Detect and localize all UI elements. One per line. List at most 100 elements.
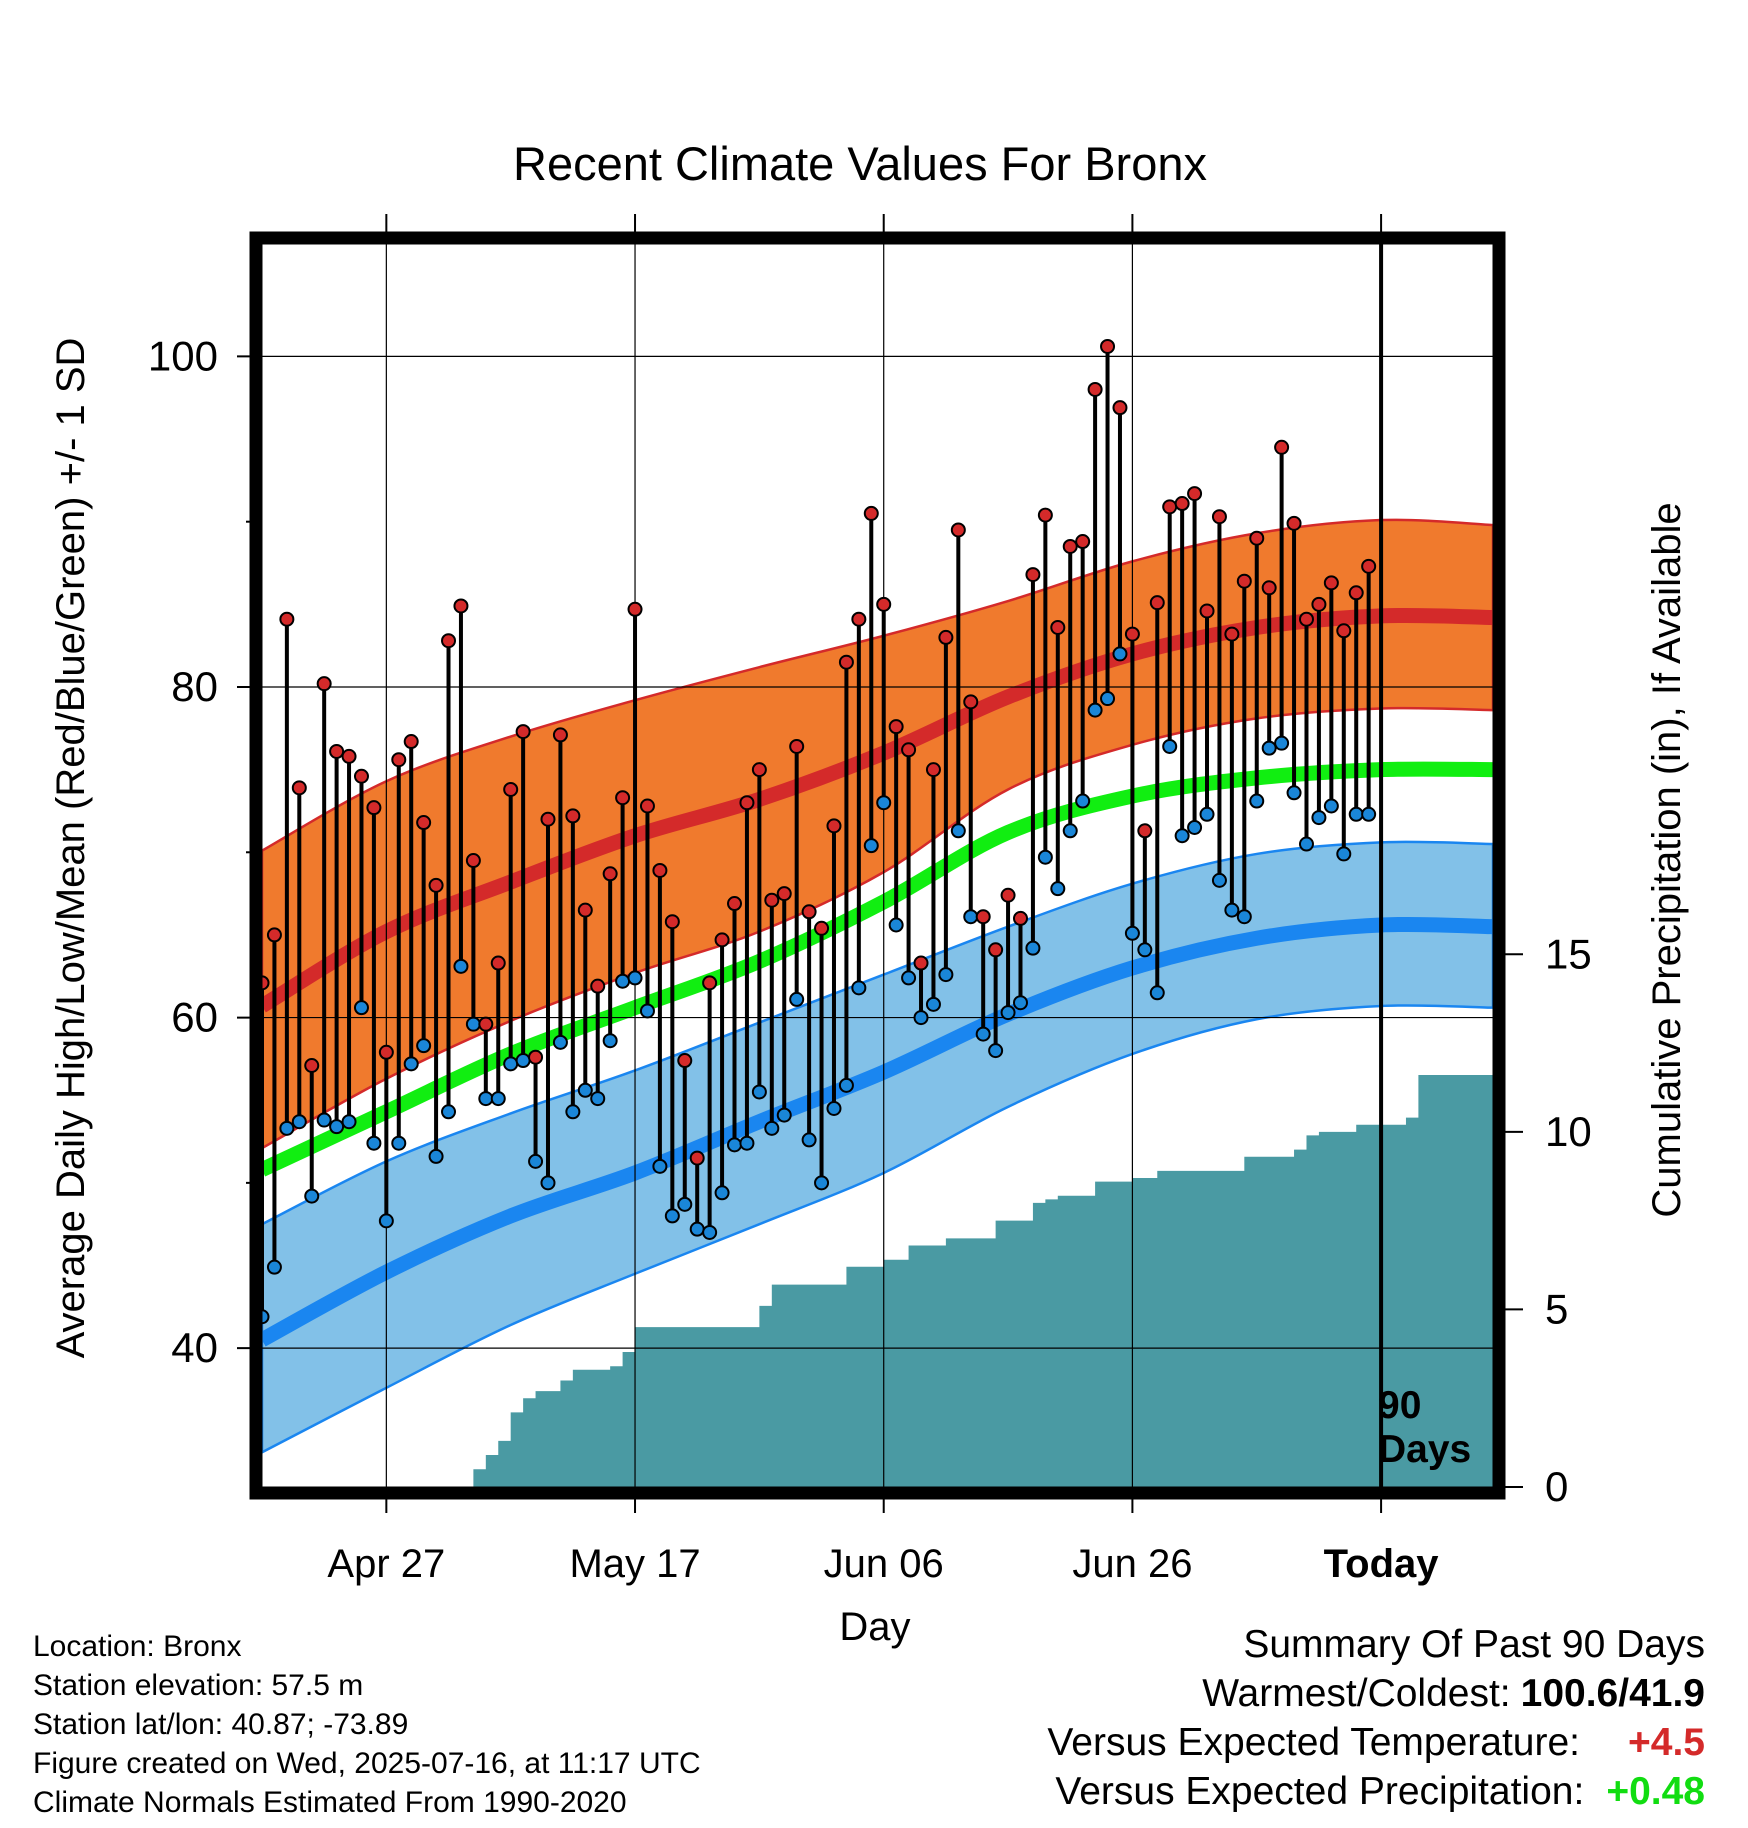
low-point [590,1091,606,1107]
high-point [1025,567,1041,583]
info-location: Location: Bronx [33,1630,242,1663]
high-point [1298,611,1314,627]
y-tick-label: 40 [171,1324,218,1371]
low-point [1249,793,1265,809]
low-point [378,1213,394,1229]
low-point [751,1084,767,1100]
low-point [1236,909,1252,925]
high-point [975,909,991,925]
high-point [627,601,643,617]
y2-tick-label: 0 [1545,1463,1568,1510]
high-point [1174,496,1190,512]
high-point [465,853,481,869]
high-point [851,611,867,627]
daily-observations [262,338,1377,1325]
y-axis-right: 0 5 10 15 [1493,930,1592,1510]
low-point [1323,798,1339,814]
low-point [1286,785,1302,801]
high-point [490,955,506,971]
low-point [441,1104,457,1120]
y-tick-label: 80 [171,663,218,710]
precip-label: Versus Expected Precipitation: [1055,1770,1585,1813]
low-point [677,1196,693,1212]
high-point [416,815,432,831]
low-point [739,1135,755,1151]
high-point [1000,887,1016,903]
high-point [913,955,929,971]
high-point [901,742,917,758]
high-point [702,975,718,991]
plot-area [249,231,1506,1500]
info-latlon: Station lat/lon: 40.87; -73.89 [33,1708,409,1741]
low-point [975,1026,991,1042]
y2-tick-label: 10 [1545,1108,1592,1155]
high-point [378,1044,394,1060]
low-point [1137,942,1153,958]
high-point [1361,558,1377,574]
high-point [739,795,755,811]
high-point [1199,603,1215,619]
low-point [403,1056,419,1072]
plot-clipped [262,244,1493,1487]
high-point [876,596,892,612]
high-point [888,719,904,735]
info-elevation: Station elevation: 57.5 m [33,1669,364,1702]
low-point [689,1221,705,1237]
high-point [689,1150,705,1166]
low-point [391,1135,407,1151]
x-axis-label: Day [839,1605,910,1649]
low-point [1261,740,1277,756]
high-point [540,811,556,827]
high-point [826,818,842,834]
high-point [1162,499,1178,515]
high-point [1348,585,1364,601]
low-point [1149,985,1165,1001]
x-axis: Apr 27 May 17 Jun 06 Jun 26 Today [327,214,1439,1586]
high-point [1124,626,1140,642]
low-point [901,970,917,986]
low-point [888,917,904,933]
low-point [465,1016,481,1032]
low-point [1100,691,1116,707]
station-info: Location: Bronx Station elevation: 57.5 … [33,1627,701,1822]
high-point [279,611,295,627]
high-point [1050,619,1066,635]
low-point [565,1104,581,1120]
low-point [863,838,879,854]
y2-axis-label: Cumulative Precipitation (in), If Availa… [1645,502,1689,1217]
low-point [341,1114,357,1130]
high-point [1224,626,1240,642]
low-point [714,1185,730,1201]
high-point [801,904,817,920]
high-point [565,808,581,824]
y-tick-label: 100 [148,332,218,379]
high-point [1249,530,1265,546]
low-point [1211,872,1227,888]
low-point [515,1053,531,1069]
high-point [1323,575,1339,591]
high-point [664,914,680,930]
high-point [262,975,270,991]
low-point [1361,806,1377,822]
low-point [988,1043,1004,1059]
high-point [1261,580,1277,596]
high-point [863,505,879,521]
low-point [838,1077,854,1093]
temp-value: +4.5 [1628,1721,1705,1764]
high-point [366,800,382,816]
low-point [428,1148,444,1164]
high-point [1087,381,1103,397]
high-point [1211,509,1227,525]
today-label-line2: Days [1378,1428,1471,1471]
low-point [528,1153,544,1169]
high-point [1187,486,1203,502]
high-point [1274,439,1290,455]
x-tick-label: Apr 27 [327,1542,445,1586]
x-tick-label: May 17 [569,1542,700,1586]
low-point [826,1100,842,1116]
high-point [789,738,805,754]
low-point [1311,810,1327,826]
high-point [329,743,345,759]
low-point [304,1188,320,1204]
